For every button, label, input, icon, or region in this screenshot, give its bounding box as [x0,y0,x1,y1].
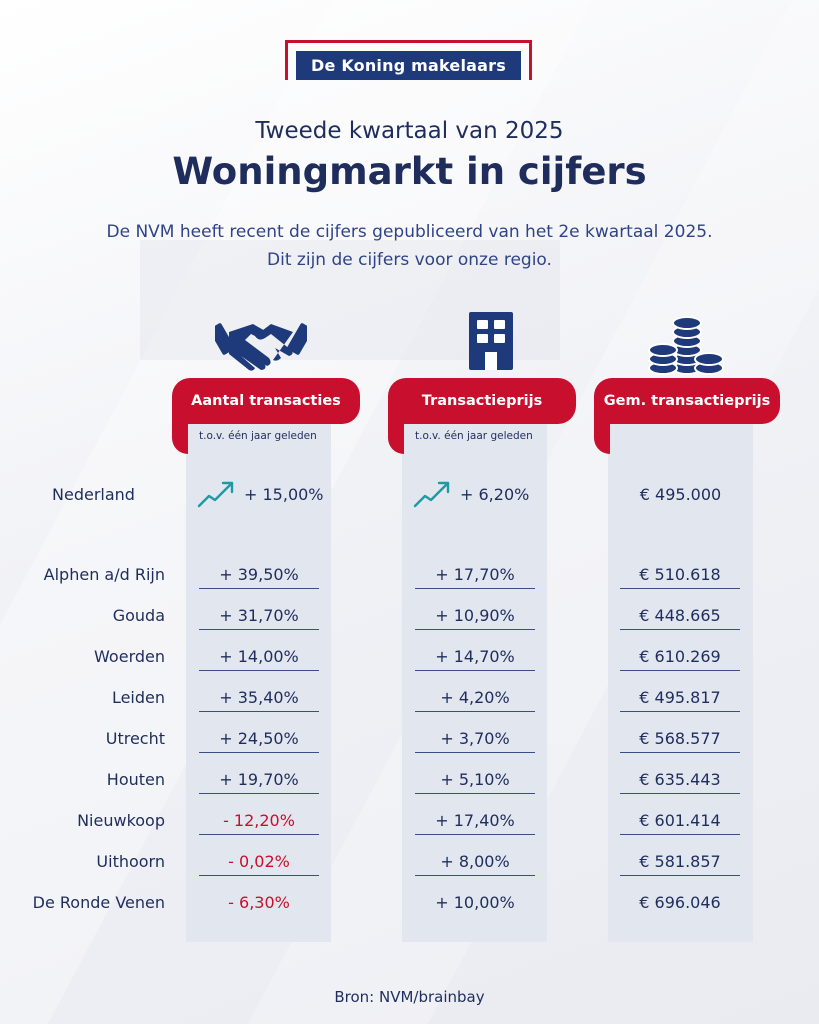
region-transactions: + 19,70% [199,770,319,794]
region-avg-price: € 510.618 [620,565,740,589]
region-transactions: + 35,40% [199,688,319,712]
trend-up-icon [413,481,450,508]
region-price-change: + 3,70% [415,729,535,753]
region-price-change: + 8,00% [415,852,535,876]
region-price-change: + 5,10% [415,770,535,794]
region-name: Woerden [94,647,165,666]
page-title: Woningmarkt in cijfers [172,150,647,193]
region-transactions: + 31,70% [199,606,319,630]
brand-name: De Koning makelaars [296,51,521,80]
region-price-change: + 10,00% [435,893,515,912]
region-name: Gouda [112,606,165,625]
coins-icon [648,316,724,375]
table-row: Gouda + 31,70% + 10,90% € 448.665 [0,604,819,644]
region-price-change: + 17,70% [415,565,535,589]
building-icon [469,312,513,370]
handshake-icon [215,323,307,371]
region-avg-price: € 601.414 [620,811,740,835]
column-avg-price-panel [608,412,753,942]
intro-line-2: Dit zijn de cijfers voor onze regio. [267,250,552,270]
region-price-change: + 10,90% [415,606,535,630]
source-credit: Bron: NVM/brainbay [334,988,485,1006]
region-avg-price: € 635.443 [620,770,740,794]
region-price-change: + 14,70% [415,647,535,671]
region-avg-price: € 448.665 [620,606,740,630]
region-name: Nieuwkoop [77,811,165,830]
region-price-change: + 4,20% [415,688,535,712]
national-avg-price: € 495.000 [639,485,722,504]
table-row: De Ronde Venen - 6,30% + 10,00% € 696.046 [0,891,819,931]
column-note: t.o.v. één jaar geleden [415,430,533,442]
column-header-transactions: Aantal transacties [172,378,360,424]
intro-line-1: De NVM heeft recent de cijfers gepublice… [106,222,713,242]
table-row: Uithoorn - 0,02% + 8,00% € 581.857 [0,850,819,890]
region-name: Alphen a/d Rijn [43,565,165,584]
table-row: Houten + 19,70% + 5,10% € 635.443 [0,768,819,808]
column-header-avg-price: Gem. transactieprijs [594,378,780,424]
region-transactions: + 24,50% [199,729,319,753]
region-transactions: - 12,20% [199,811,319,835]
region-avg-price: € 581.857 [620,852,740,876]
table-row: Leiden + 35,40% + 4,20% € 495.817 [0,686,819,726]
region-name: De Ronde Venen [32,893,165,912]
table-row: Woerden + 14,00% + 14,70% € 610.269 [0,645,819,685]
region-name: Uithoorn [96,852,165,871]
ribbon-fold [172,418,188,454]
region-avg-price: € 495.817 [620,688,740,712]
column-transactions-panel [186,412,331,942]
region-avg-price: € 568.577 [620,729,740,753]
table-row: Nieuwkoop - 12,20% + 17,40% € 601.414 [0,809,819,849]
column-header-price: Transactieprijs [388,378,576,424]
page-subtitle: Tweede kwartaal van 2025 [255,118,564,144]
trend-up-icon [197,481,234,508]
ribbon-fold [388,418,404,454]
region-transactions: - 6,30% [228,893,290,912]
ribbon-fold [594,418,610,454]
table-row: Utrecht + 24,50% + 3,70% € 568.577 [0,727,819,767]
table-row: Alphen a/d Rijn + 39,50% + 17,70% € 510.618 [0,563,819,603]
region-name: Houten [106,770,165,789]
region-transactions: - 0,02% [199,852,319,876]
intro-text: De NVM heeft recent de cijfers gepublice… [0,218,819,274]
region-transactions: + 14,00% [199,647,319,671]
column-note: t.o.v. één jaar geleden [199,430,317,442]
region-avg-price: € 696.046 [639,893,721,912]
region-avg-price: € 610.269 [620,647,740,671]
region-name: Leiden [111,688,165,707]
national-transactions: + 15,00% [244,485,324,504]
national-price-change: + 6,20% [460,485,530,504]
brand-logo: De Koning makelaars [285,40,532,80]
region-price-change: + 17,40% [415,811,535,835]
national-label: Nederland [52,485,135,504]
region-name: Utrecht [105,729,165,748]
column-price-panel [402,412,547,942]
region-transactions: + 39,50% [199,565,319,589]
